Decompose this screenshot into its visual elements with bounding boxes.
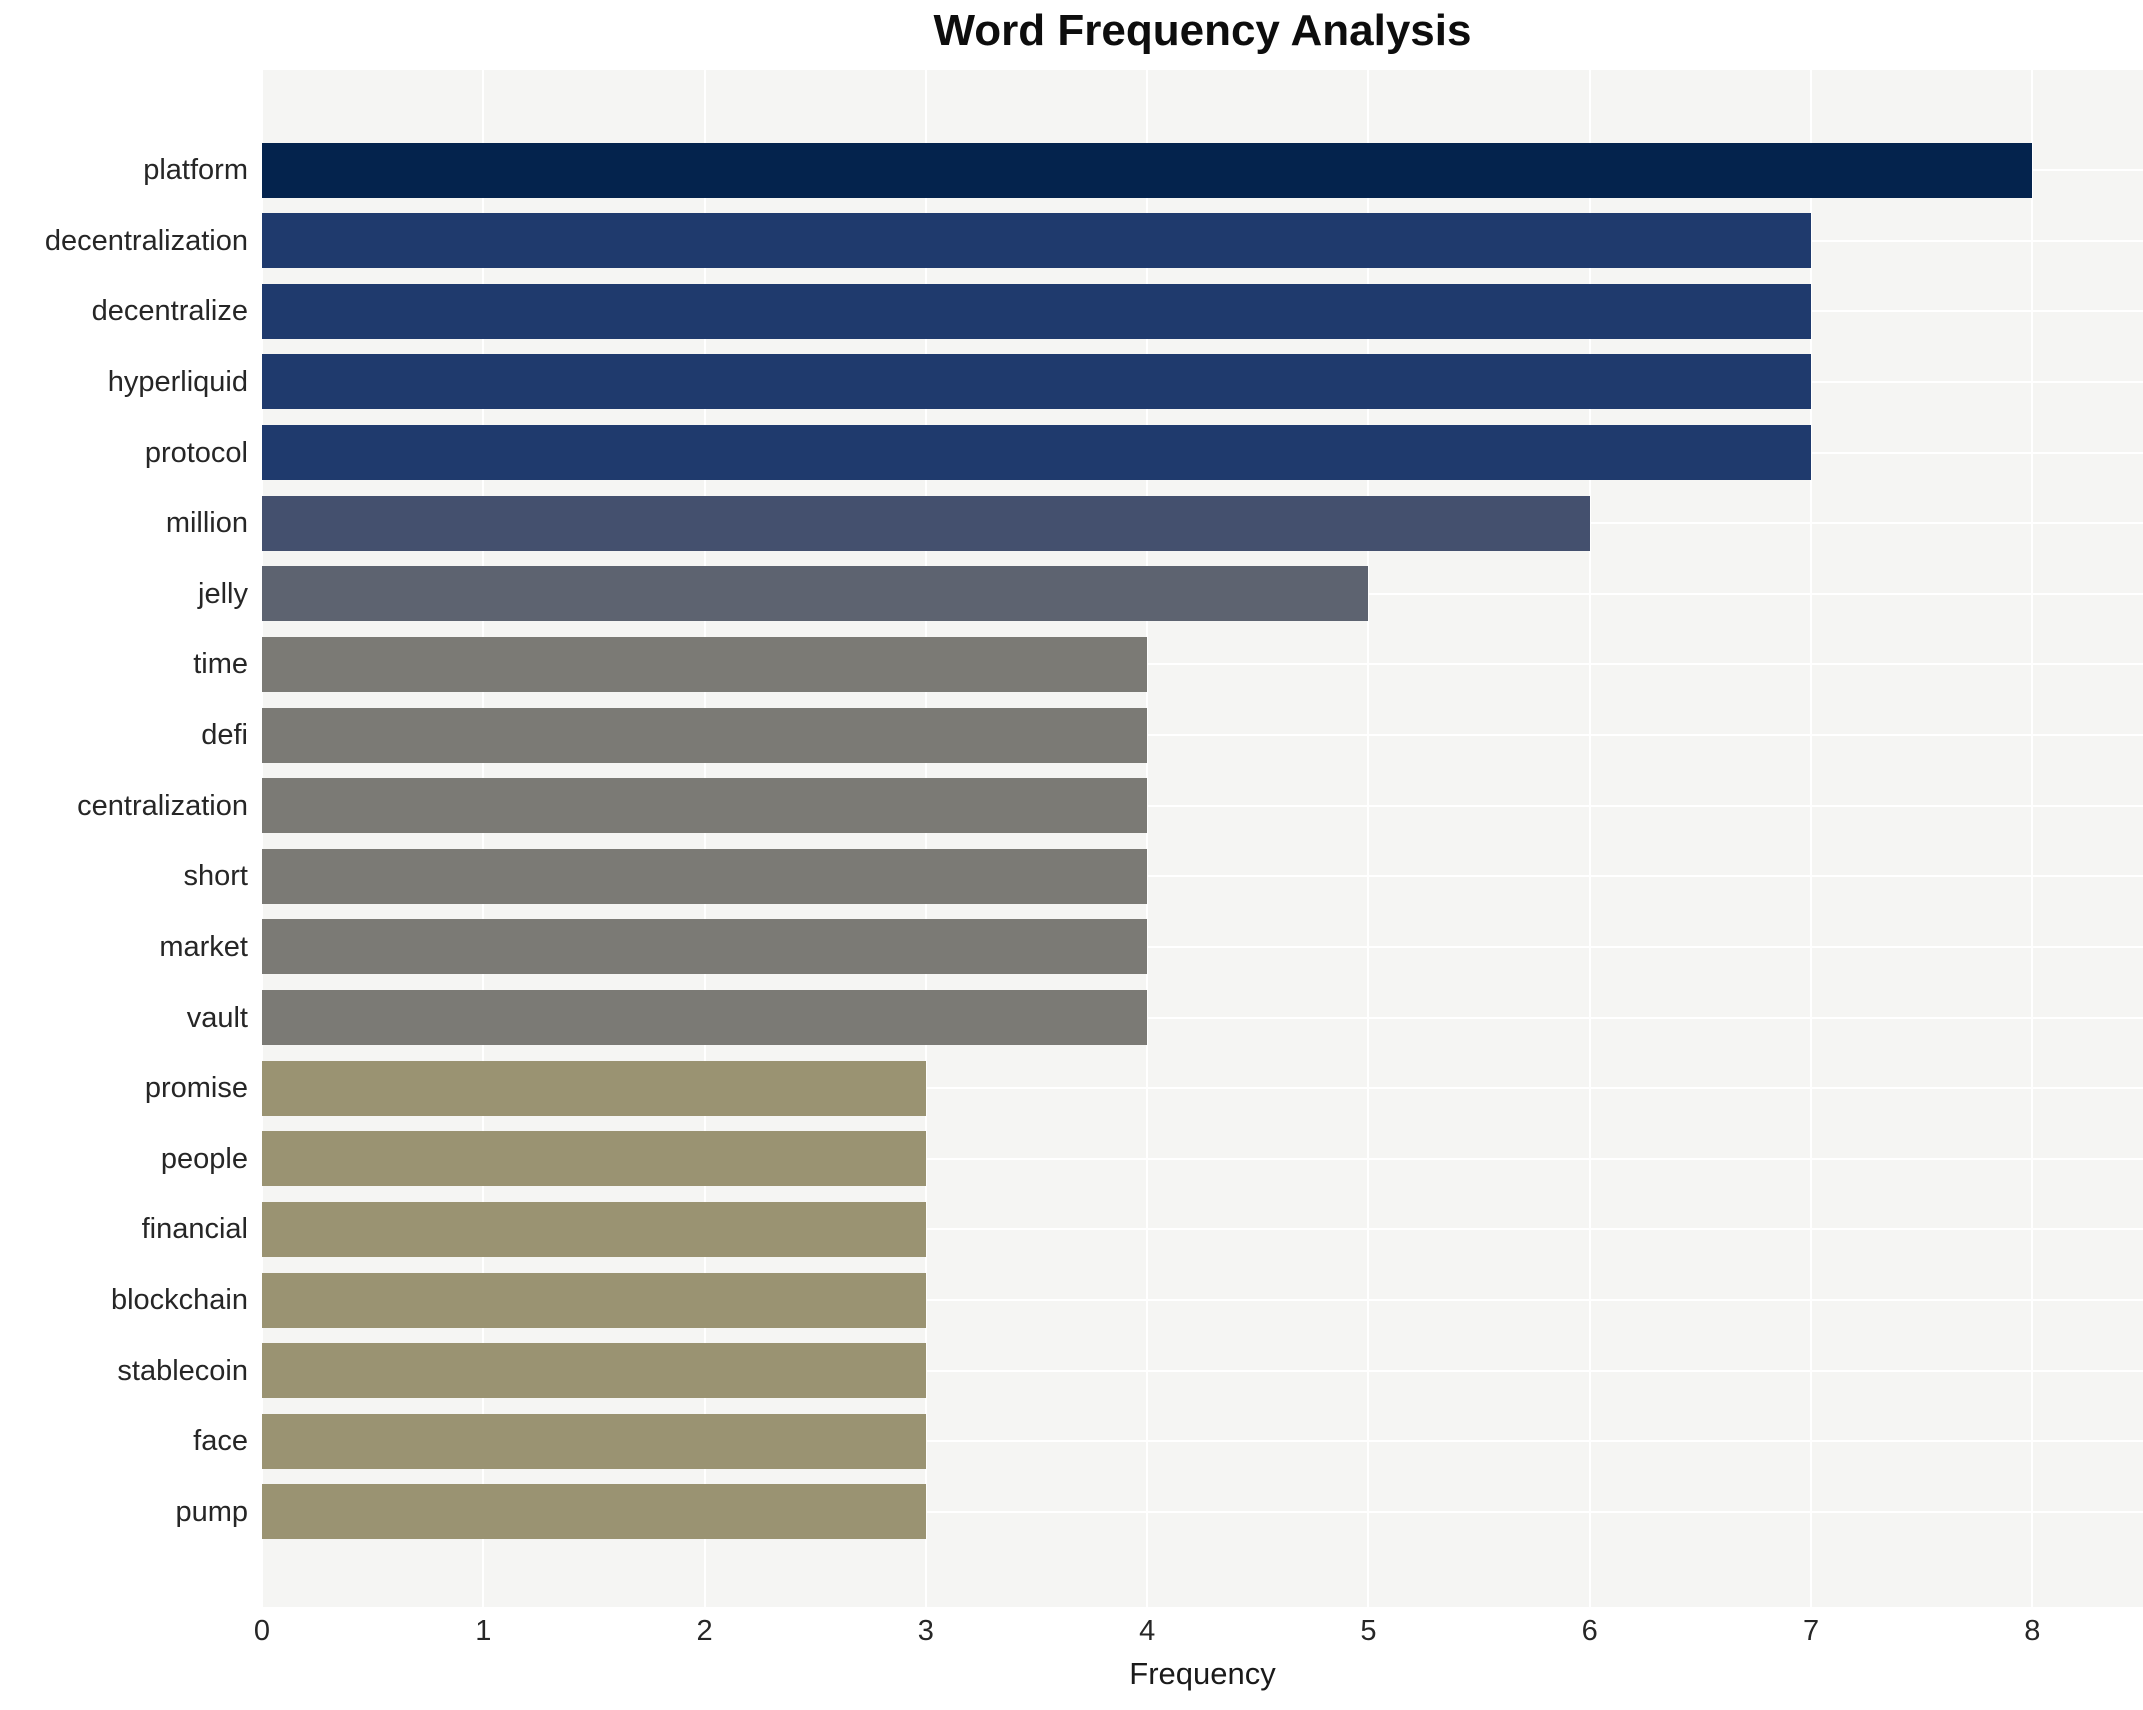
bar-blockchain — [262, 1272, 926, 1328]
x-tick-label: 4 — [1139, 1615, 1156, 1647]
x-tick-label: 8 — [2024, 1615, 2041, 1647]
category-label: pump — [175, 1495, 248, 1528]
bar-pump — [262, 1484, 926, 1540]
gridline-vertical — [2031, 70, 2034, 1607]
x-axis-label: Frequency — [1129, 1656, 1276, 1691]
gridline-vertical — [703, 70, 706, 1607]
gridline-horizontal — [262, 1087, 2143, 1090]
gridline-horizontal — [262, 1228, 2143, 1231]
bar-short — [262, 848, 1148, 904]
category-label: vault — [186, 1001, 248, 1034]
bar-decentralize — [262, 283, 1812, 339]
category-label: stablecoin — [117, 1354, 248, 1387]
gridline-horizontal — [262, 1510, 2143, 1513]
category-label: promise — [144, 1072, 248, 1105]
bar-defi — [262, 707, 1148, 763]
category-label: centralization — [77, 789, 248, 822]
category-label: defi — [201, 719, 248, 752]
gridline-vertical — [924, 70, 927, 1607]
gridline-horizontal — [262, 1369, 2143, 1372]
x-tick-label: 7 — [1802, 1615, 1820, 1647]
gridline-vertical — [1367, 70, 1370, 1607]
bar-time — [262, 636, 1148, 692]
category-label: hyperliquid — [107, 365, 248, 398]
gridline-horizontal — [262, 1440, 2143, 1443]
bar-hyperliquid — [262, 354, 1812, 410]
gridline-vertical — [261, 70, 263, 1607]
gridline-horizontal — [262, 1157, 2143, 1160]
category-label: decentralization — [44, 224, 248, 257]
bar-decentralization — [262, 213, 1812, 269]
category-label: protocol — [144, 436, 248, 469]
category-label: short — [183, 860, 248, 893]
category-label: people — [160, 1142, 248, 1175]
gridline-horizontal — [262, 875, 2143, 878]
category-label: financial — [141, 1213, 248, 1246]
bar-financial — [262, 1201, 926, 1257]
bar-promise — [262, 1060, 926, 1116]
category-label: decentralize — [91, 295, 248, 328]
bar-jelly — [262, 566, 1369, 622]
category-label: face — [193, 1425, 248, 1458]
bar-face — [262, 1413, 926, 1469]
category-label: jelly — [198, 577, 248, 610]
x-tick-label: 0 — [253, 1615, 271, 1647]
bar-centralization — [262, 778, 1148, 834]
gridline-horizontal — [262, 734, 2143, 737]
gridline-horizontal — [262, 1299, 2143, 1302]
x-tick-label: 2 — [696, 1615, 713, 1647]
gridline-horizontal — [262, 945, 2143, 948]
chart-title: Word Frequency Analysis — [933, 6, 1472, 55]
gridline-horizontal — [262, 804, 2143, 807]
bar-market — [262, 919, 1148, 975]
bar-million — [262, 495, 1590, 551]
gridline-horizontal — [262, 663, 2143, 666]
bar-stablecoin — [262, 1343, 926, 1399]
gridline-vertical — [1588, 70, 1591, 1607]
bar-people — [262, 1131, 926, 1187]
category-label: platform — [143, 154, 248, 186]
gridline-vertical — [1810, 70, 1813, 1607]
x-tick-label: 1 — [475, 1615, 492, 1647]
bar-protocol — [262, 425, 1812, 481]
bar-platform — [262, 142, 2033, 198]
category-label: million — [165, 507, 248, 540]
x-tick-label: 5 — [1360, 1615, 1377, 1647]
gridline-horizontal — [262, 1016, 2143, 1019]
bar-vault — [262, 990, 1148, 1046]
x-tick-label: 3 — [917, 1615, 934, 1647]
x-tick-label: 6 — [1581, 1615, 1598, 1647]
gridline-vertical — [1146, 70, 1149, 1607]
category-label: time — [193, 648, 248, 681]
category-label: blockchain — [110, 1284, 248, 1317]
gridline-vertical — [482, 70, 485, 1607]
category-label: market — [159, 930, 248, 963]
